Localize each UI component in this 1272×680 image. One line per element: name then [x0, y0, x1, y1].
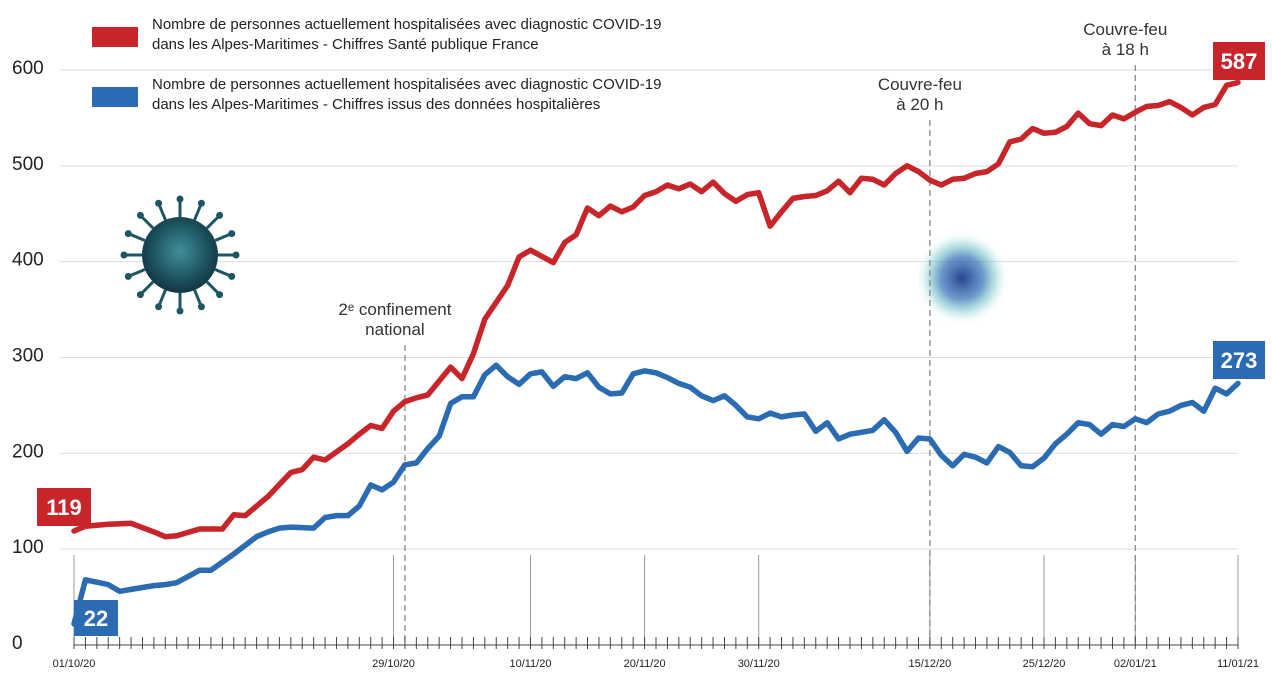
virus-body	[142, 217, 218, 293]
legend: Nombre de personnes actuellement hospita…	[92, 16, 661, 113]
virus-spike-tip	[124, 272, 132, 280]
y-tick-label: 100	[12, 537, 44, 558]
virus-spike-tip	[197, 199, 205, 207]
virus-spike-tip	[155, 199, 163, 207]
virus-icon	[120, 195, 240, 315]
end-labels: 119 587 22 273	[37, 42, 1265, 636]
y-tick-label: 300	[12, 346, 44, 367]
end-label-blue: 273	[1221, 348, 1258, 373]
event-label: à 18 h	[1102, 40, 1149, 59]
x-tick-label: 15/12/20	[908, 658, 951, 670]
virus-spike-tip	[232, 251, 240, 259]
start-label-red: 119	[46, 495, 82, 520]
end-label-red: 587	[1221, 49, 1258, 74]
virus-spike-tip	[228, 272, 236, 280]
decorations	[120, 195, 1010, 326]
virus-spike-tip	[176, 307, 184, 315]
virus-spike-tip	[216, 291, 224, 299]
y-tick-label: 200	[12, 441, 44, 462]
start-label-blue-box	[74, 600, 118, 636]
virus-spike-tip	[155, 303, 163, 311]
virus-spike-tip	[197, 303, 205, 311]
x-tick-label: 25/12/20	[1023, 658, 1066, 670]
y-tick-label: 600	[12, 58, 44, 79]
y-tick-label: 500	[12, 154, 44, 175]
event-label: à 20 h	[896, 95, 943, 114]
x-tick-label: 02/01/21	[1114, 658, 1157, 670]
series-line-2	[71, 362, 1241, 627]
virus-spike-tip	[136, 291, 144, 299]
series-line-1	[71, 79, 1241, 540]
x-tick-label: 11/01/21	[1217, 658, 1259, 670]
virus-spike-tip	[216, 211, 224, 219]
event-label: 2ᵉ confinement	[338, 300, 451, 319]
legend-swatch	[92, 87, 138, 107]
start-label-blue: 22	[84, 606, 108, 631]
virus-spike-tip	[136, 211, 144, 219]
start-label-red-box	[37, 488, 91, 526]
blurred-virus-icon	[914, 230, 1010, 326]
virus-spike-tip	[124, 230, 132, 238]
x-tick-label: 30/11/20	[738, 658, 780, 670]
virus-spike-tip	[228, 230, 236, 238]
legend-label: dans les Alpes-Maritimes - Chiffres issu…	[152, 96, 600, 113]
x-tick-label: 20/11/20	[624, 658, 666, 670]
y-tick-label: 400	[12, 250, 44, 271]
series	[71, 79, 1241, 627]
legend-label: Nombre de personnes actuellement hospita…	[152, 16, 661, 33]
legend-swatch	[92, 27, 138, 47]
end-label-red-box	[1213, 42, 1265, 80]
y-tick-label: 0	[12, 633, 23, 654]
event-label: Couvre-feu	[1083, 20, 1167, 39]
end-label-blue-box	[1213, 341, 1265, 379]
virus-spike-tip	[176, 195, 184, 203]
legend-label: dans les Alpes-Maritimes - Chiffres Sant…	[152, 36, 539, 53]
x-tick-label: 10/11/20	[509, 658, 551, 670]
axes: 0 100 200 300 400 500 600 01/10/20 29/10/20 10/11…	[12, 58, 1259, 670]
event-label: national	[365, 320, 425, 339]
legend-label: Nombre de personnes actuellement hospita…	[152, 76, 661, 93]
virus-spike-tip	[120, 251, 128, 259]
grid	[60, 69, 1239, 645]
x-tick-label: 01/10/20	[53, 658, 96, 670]
x-tick-label: 29/10/20	[372, 658, 415, 670]
event-label: Couvre-feu	[878, 75, 962, 94]
